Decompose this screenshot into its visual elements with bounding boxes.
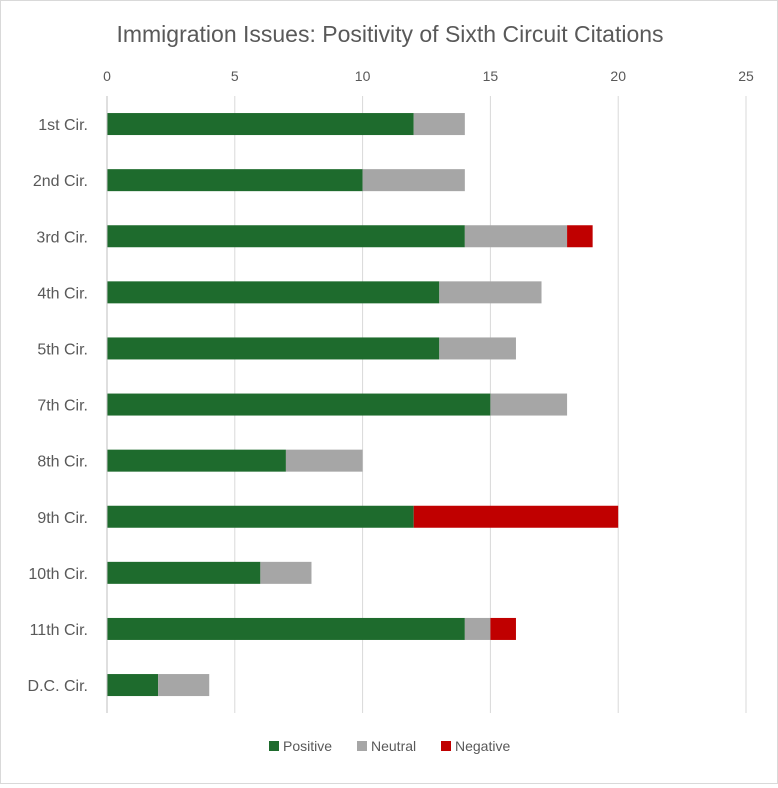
bar-neutral-3	[464, 225, 568, 248]
bar-neutral-4	[439, 281, 542, 304]
category-label: 1st Cir.	[38, 117, 88, 134]
category-label: 4th Cir.	[37, 285, 88, 302]
category-label: D.C. Cir.	[28, 678, 88, 695]
legend: Positive Neutral Negative	[269, 738, 510, 754]
bar-neutral-5	[439, 337, 516, 360]
category-label: 3rd Cir.	[36, 229, 88, 246]
x-tick-label: 20	[610, 68, 626, 84]
x-tick-label: 0	[103, 68, 111, 84]
category-label: 9th Cir.	[37, 510, 88, 527]
bar-positive-9	[107, 561, 261, 584]
category-label: 8th Cir.	[37, 454, 88, 471]
legend-label: Negative	[455, 738, 510, 754]
category-label: 5th Cir.	[37, 341, 88, 358]
legend-item-neutral: Neutral	[357, 738, 416, 754]
legend-label: Positive	[283, 738, 332, 754]
legend-item-negative: Negative	[441, 738, 510, 754]
x-axis-ticks: 0 5 10 15 20 25	[103, 68, 754, 84]
x-tick-label: 10	[355, 68, 371, 84]
x-tick-label: 25	[738, 68, 754, 84]
bar-neutral-10	[464, 617, 491, 640]
bar-positive-3	[107, 225, 465, 248]
legend-swatch	[269, 741, 279, 751]
legend-swatch	[441, 741, 451, 751]
bar-negative-8	[413, 505, 619, 528]
bars	[107, 113, 619, 697]
legend-item-positive: Positive	[269, 738, 332, 754]
category-label: 2nd Cir.	[33, 173, 88, 190]
bar-positive-6	[107, 393, 491, 416]
category-label: 11th Cir.	[30, 622, 88, 639]
bar-negative-10	[490, 617, 516, 640]
bar-positive-10	[107, 617, 465, 640]
bar-neutral-1	[413, 113, 465, 136]
x-tick-label: 5	[231, 68, 239, 84]
bar-neutral-6	[490, 393, 568, 416]
bar-negative-3	[567, 225, 593, 248]
bar-positive-11	[107, 674, 159, 697]
bar-positive-1	[107, 113, 414, 136]
category-label: 10th Cir.	[28, 566, 88, 583]
legend-swatch	[357, 741, 367, 751]
bar-positive-7	[107, 449, 286, 472]
bar-neutral-7	[285, 449, 363, 472]
legend-label: Neutral	[371, 738, 416, 754]
bar-positive-8	[107, 505, 414, 528]
category-labels: 1st Cir. 2nd Cir. 3rd Cir. 4th Cir. 5th Cir.…	[28, 117, 88, 695]
chart-title: Immigration Issues: Positivity of Sixth …	[116, 21, 663, 47]
category-label: 7th Cir.	[37, 398, 88, 415]
bar-positive-5	[107, 337, 440, 360]
bar-neutral-11	[158, 674, 210, 697]
x-tick-label: 15	[483, 68, 499, 84]
bar-positive-4	[107, 281, 440, 304]
bar-positive-2	[107, 169, 363, 192]
bar-neutral-2	[362, 169, 465, 192]
bar-neutral-9	[260, 561, 312, 584]
